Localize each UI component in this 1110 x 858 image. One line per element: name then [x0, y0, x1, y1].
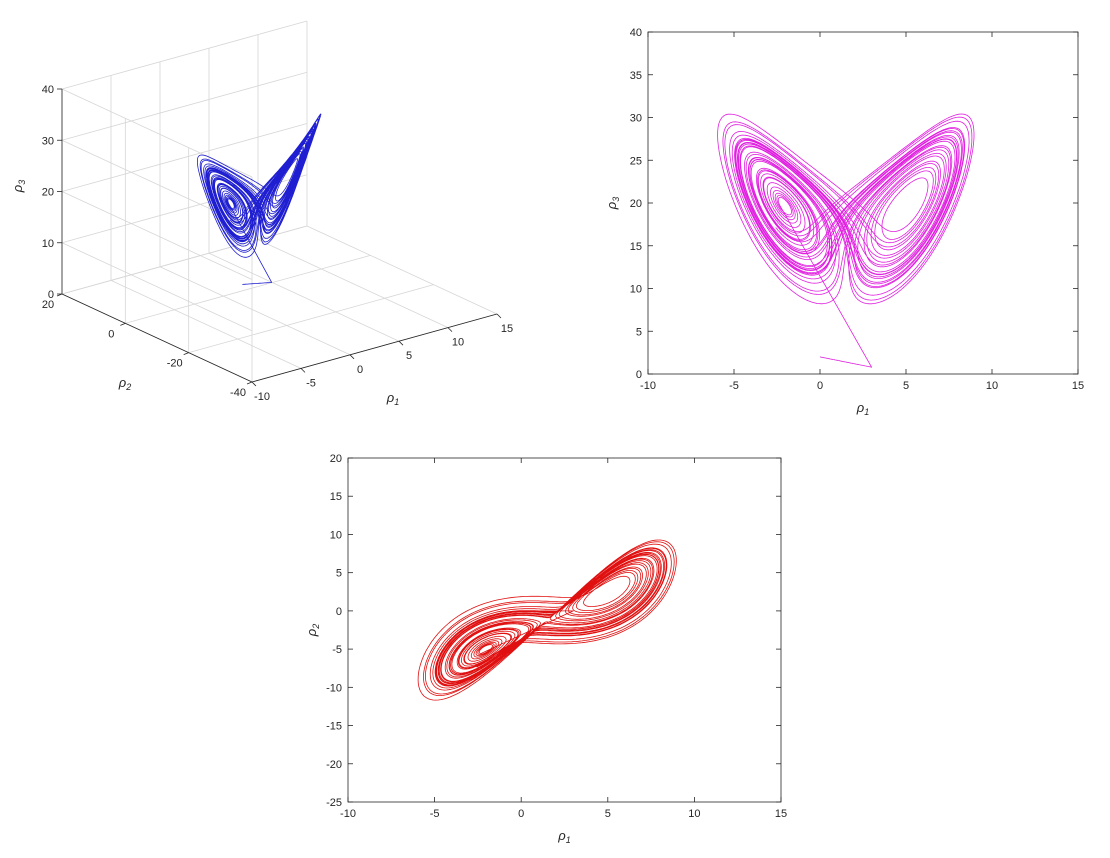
z-tick-label: 20	[42, 187, 54, 199]
y-axis-label: ρ2	[304, 624, 321, 637]
floor-grid-line	[159, 266, 351, 356]
floor-grid-line	[188, 284, 434, 354]
back-wall-grid-line	[61, 71, 308, 141]
x-tick-label: 5	[903, 380, 909, 392]
trajectory-line	[717, 113, 975, 368]
y-tick-label: -40	[230, 387, 246, 399]
x-tick-label: -5	[430, 808, 440, 820]
z-axis-label: ρ3	[10, 180, 27, 193]
y-axis-label: ρ2	[118, 375, 131, 392]
y-tick-label: -10	[326, 682, 342, 694]
x-tick-label: 5	[605, 808, 611, 820]
x-tick-label: 10	[986, 380, 998, 392]
z-tick-label: 30	[42, 135, 54, 147]
x-axis-label: ρ1	[386, 390, 399, 407]
y-tick-label: 25	[630, 155, 642, 167]
x-axis-label: ρ1	[557, 828, 570, 845]
trajectory-line	[197, 113, 322, 285]
floor-grid-line	[208, 252, 400, 342]
z-tick-label: 0	[48, 289, 54, 301]
y-tick-label: 20	[330, 453, 342, 465]
back-wall-grid-line	[61, 20, 308, 90]
floor-grid-line	[125, 254, 371, 324]
x-tick-mark	[398, 340, 404, 346]
x-tick-label: 15	[775, 808, 787, 820]
x-tick-label: -10	[640, 380, 656, 392]
y-tick-label: 20	[42, 299, 54, 311]
x-tick-label: 10	[452, 337, 464, 349]
x-tick-label: 0	[357, 364, 363, 376]
y-tick-label: -25	[326, 797, 342, 809]
back-wall-grid-line	[61, 123, 308, 192]
back-wall-grid-line	[61, 225, 308, 295]
x-tick-mark	[496, 313, 502, 319]
plot-rho1-vs-rho2: -10 -5 0 5 10 15 -25 -20 -15 -10 -5 0 5 10 15 20 ρ1 ρ2	[304, 453, 787, 845]
side-wall-grid-line	[61, 88, 253, 178]
y-tick-label: 20	[630, 198, 642, 210]
x-tick-label: 10	[688, 808, 700, 820]
y-tick-label: 15	[330, 491, 342, 503]
y-tick-label: 30	[630, 113, 642, 125]
x-tick-label: -10	[254, 391, 270, 403]
floor-grid-line	[306, 225, 498, 315]
x-tick-label: -5	[729, 380, 739, 392]
y-axis-line	[61, 293, 253, 383]
y-tick-label: 0	[108, 328, 114, 340]
x-tick-mark	[251, 381, 257, 387]
x-tick-label: 15	[501, 323, 513, 335]
y-tick-mark	[183, 352, 189, 356]
y-tick-label: 0	[336, 606, 342, 618]
x-axis-label: ρ1	[856, 400, 869, 417]
y-tick-label: 0	[636, 369, 642, 381]
floor-grid-line	[257, 239, 449, 328]
y-axis-label: ρ3	[604, 197, 621, 210]
y-tick-label: 10	[630, 284, 642, 296]
x-tick-label: 5	[406, 350, 412, 362]
x-tick-mark	[349, 354, 355, 360]
z-tick-label: 40	[42, 84, 54, 96]
plot-rho1-vs-rho3: -10 -5 0 5 10 15 0 5 10 15 20 25 30 35 40 ρ1 ρ3	[604, 27, 1084, 417]
x-tick-mark	[447, 327, 453, 332]
y-tick-mark	[120, 322, 126, 326]
y-tick-label: -15	[326, 721, 342, 733]
y-tick-mark	[246, 381, 253, 385]
x-tick-label: -5	[306, 377, 316, 389]
x-tick-mark	[300, 368, 306, 373]
x-axis-line	[251, 313, 498, 383]
x-tick-label: -10	[340, 808, 356, 820]
z-tick-label: 10	[42, 238, 54, 250]
x-tick-label: 15	[1072, 380, 1084, 392]
y-tick-label: 5	[636, 326, 642, 338]
x-tick-label: 0	[817, 380, 823, 392]
y-tick-label: 10	[330, 529, 342, 541]
x-tick-label: 0	[518, 808, 524, 820]
y-tick-label: 40	[630, 27, 642, 39]
side-wall-grid-line	[61, 191, 253, 280]
y-tick-label: -5	[332, 644, 342, 656]
y-tick-label: 35	[630, 70, 642, 82]
floor-grid-line	[110, 280, 302, 369]
y-tick-label: 5	[336, 568, 342, 580]
side-wall-grid-line	[61, 242, 253, 332]
y-tick-label: 15	[630, 241, 642, 253]
trajectory-line	[417, 539, 677, 701]
y-tick-label: -20	[167, 358, 183, 370]
y-tick-label: -20	[326, 759, 342, 771]
